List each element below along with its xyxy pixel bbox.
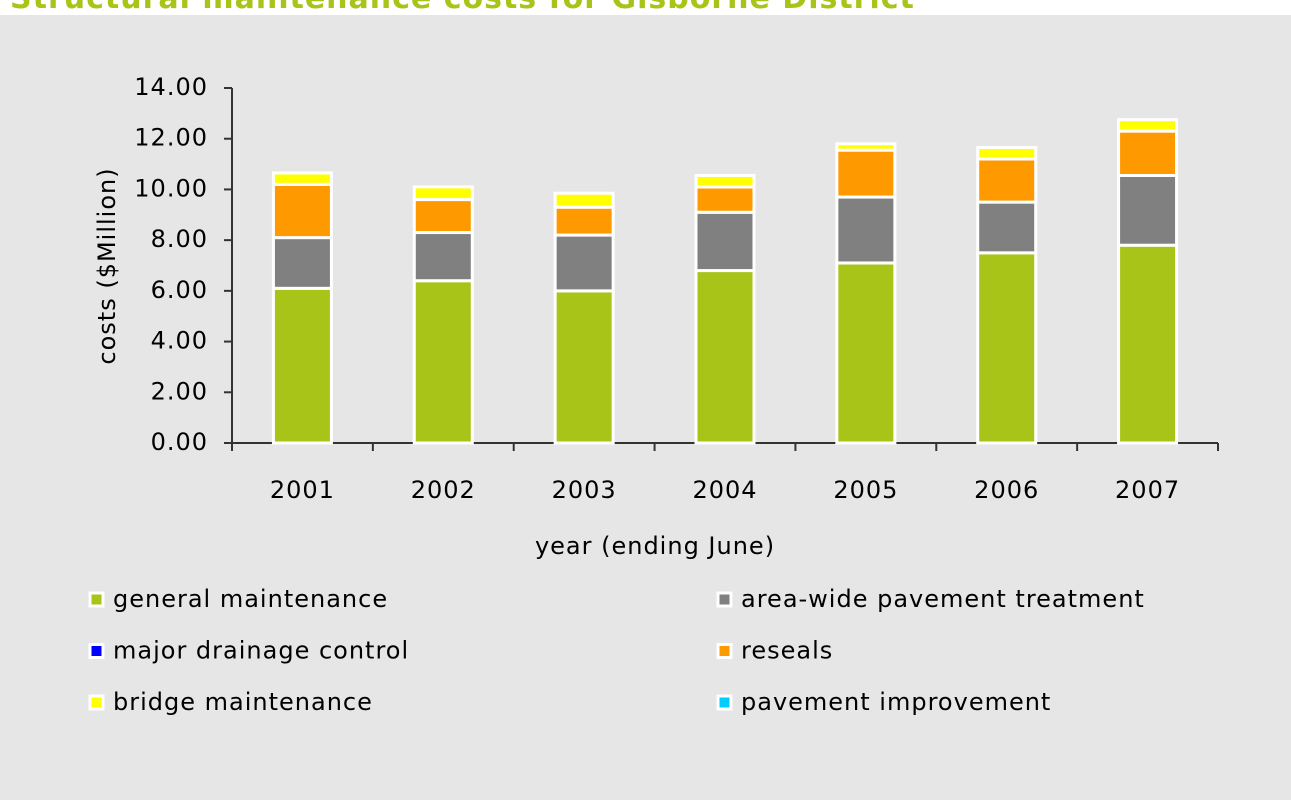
bar-segment — [553, 289, 615, 445]
bar-segment — [694, 269, 756, 445]
bar-segment — [412, 198, 474, 235]
bar-segment — [976, 157, 1038, 204]
x-tick-label: 2004 — [692, 476, 757, 504]
bar-segment — [412, 231, 474, 283]
bar-segment — [412, 279, 474, 445]
y-tick-label: 12.00 — [134, 124, 208, 152]
legend-label: area-wide pavement treatment — [741, 585, 1145, 613]
legend-swatch — [716, 591, 733, 608]
y-tick-label: 10.00 — [134, 174, 208, 202]
chart-title: Structural maintenance costs for Gisborn… — [10, 0, 915, 16]
bar-segment — [694, 173, 756, 189]
bar-segment — [835, 142, 897, 152]
bar-segment — [976, 146, 1038, 161]
bar-segment — [271, 236, 333, 290]
legend-swatch — [88, 643, 105, 659]
bar-segment — [835, 261, 897, 445]
bar-segment — [412, 185, 474, 202]
legend-label: pavement improvement — [741, 688, 1051, 716]
bar-segment — [835, 195, 897, 265]
y-tick-label: 0.00 — [151, 428, 208, 456]
bar-segment — [835, 148, 897, 199]
bar-segment — [976, 251, 1038, 445]
bar-segment — [1117, 243, 1179, 445]
x-tick-label: 2006 — [974, 476, 1039, 504]
legend-swatch — [716, 694, 733, 711]
legend-swatch — [716, 643, 733, 659]
y-tick-label: 6.00 — [151, 276, 208, 304]
bar-segment — [553, 191, 615, 209]
legend-label: major drainage control — [113, 637, 409, 665]
y-tick-label: 14.00 — [134, 73, 208, 101]
legend-label: general maintenance — [113, 585, 388, 613]
bar-segment — [694, 210, 756, 273]
bar-segment — [1117, 173, 1179, 247]
y-tick-label: 4.00 — [151, 327, 208, 355]
x-tick-label: 2003 — [552, 476, 617, 504]
y-tick-label: 2.00 — [151, 377, 208, 405]
x-tick-label: 2002 — [411, 476, 476, 504]
bar-segment — [976, 200, 1038, 255]
x-axis-label: year (ending June) — [535, 532, 775, 560]
bar-segment — [271, 171, 333, 186]
legend-swatch — [88, 694, 105, 711]
bar-segment — [553, 233, 615, 293]
y-axis-label: costs ($Million) — [93, 167, 121, 364]
x-tick-label: 2005 — [833, 476, 898, 504]
bar-segment — [271, 286, 333, 445]
legend-label: bridge maintenance — [113, 688, 373, 716]
bar-segment — [694, 185, 756, 214]
bar-segment — [553, 205, 615, 237]
x-tick-label: 2007 — [1115, 476, 1180, 504]
bar-segment — [1117, 118, 1179, 133]
chart-background — [0, 15, 1291, 800]
legend-label: reseals — [741, 637, 833, 665]
legend-swatch — [88, 591, 105, 608]
y-tick-label: 8.00 — [151, 225, 208, 253]
x-tick-label: 2001 — [270, 476, 335, 504]
bar-segment — [1117, 129, 1179, 177]
bar-segment — [271, 182, 333, 240]
